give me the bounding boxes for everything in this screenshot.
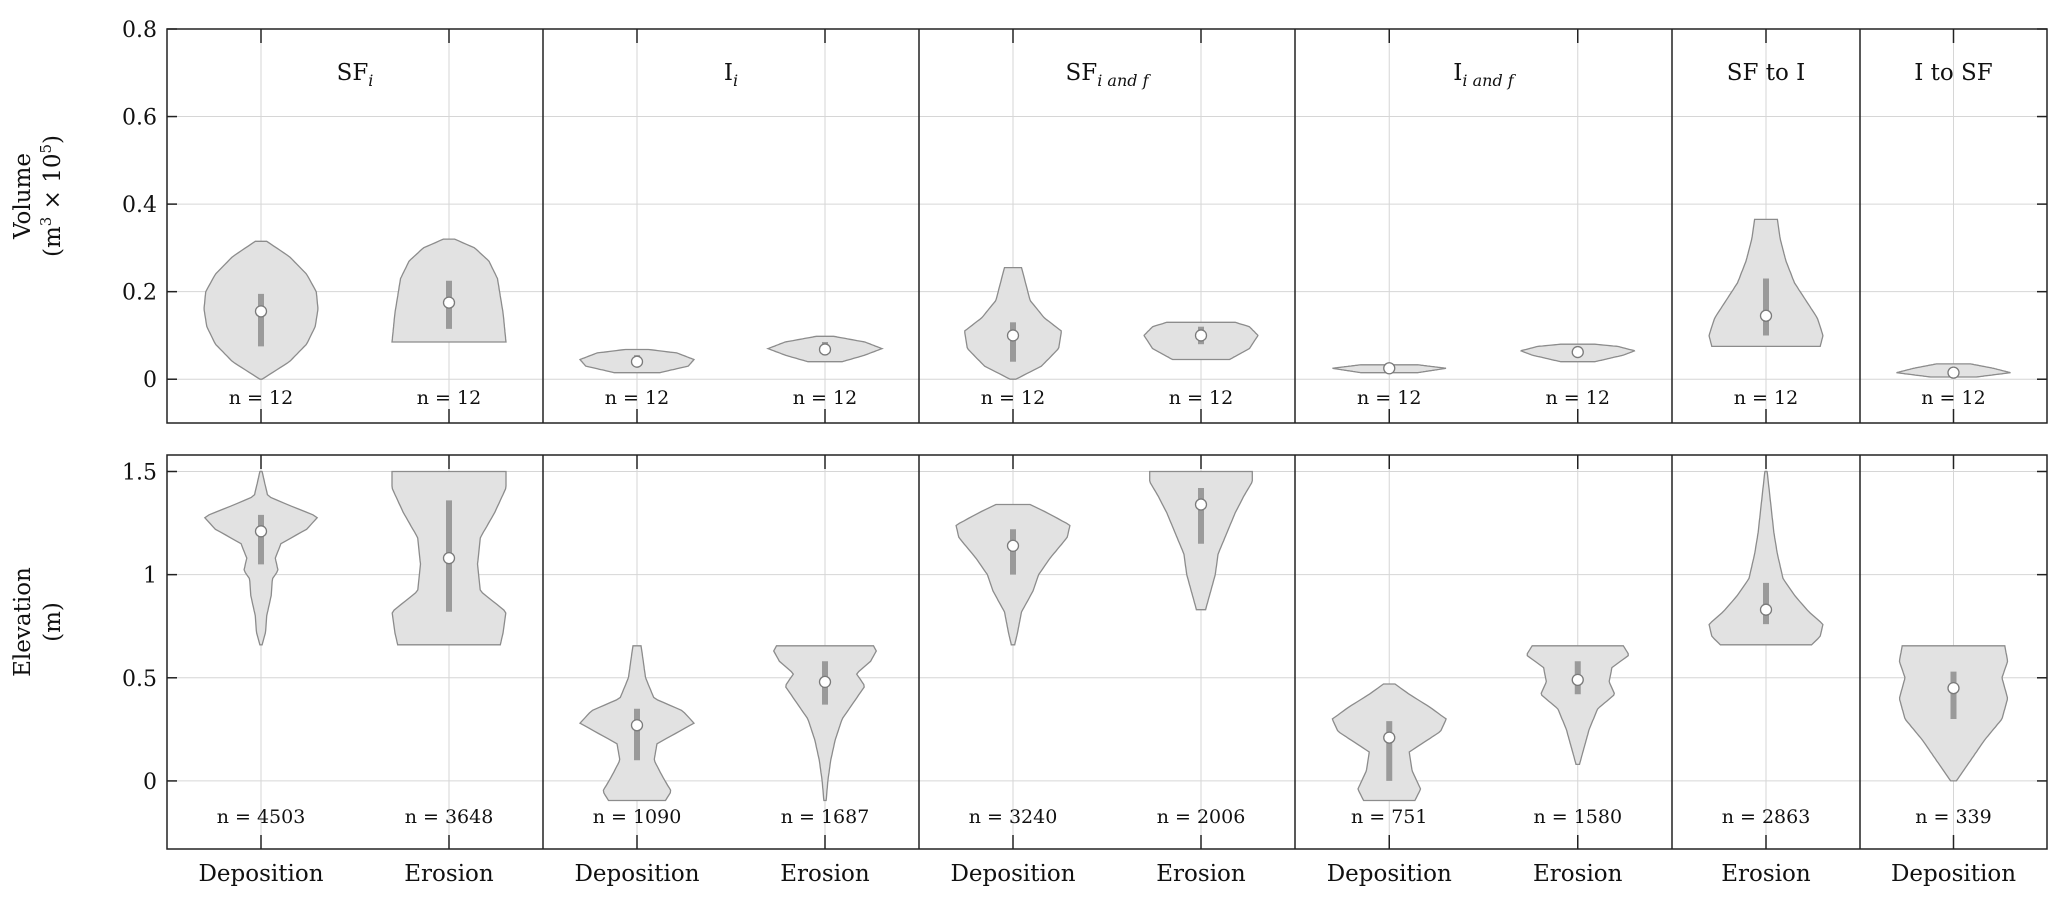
- y-axis-label-line1: Elevation: [10, 567, 36, 677]
- x-category-label: Deposition: [1891, 861, 2016, 887]
- violin-median-marker: [1571, 673, 1584, 686]
- violin-median-marker: [254, 525, 268, 538]
- panel-title-main: SF: [337, 60, 369, 86]
- sample-count-label: n = 12: [1357, 387, 1421, 409]
- violin-median-marker: [1571, 345, 1584, 359]
- x-category-label: Deposition: [950, 861, 1075, 887]
- y-tick-label: 0.4: [122, 193, 157, 218]
- sample-count-label: n = 12: [1734, 387, 1798, 409]
- sample-count-label: n = 12: [605, 387, 669, 409]
- violin-median-marker: [1759, 603, 1773, 616]
- sample-count-label: n = 2863: [1722, 806, 1811, 828]
- frame-layer: [166, 28, 2048, 850]
- sample-count-label: n = 12: [1546, 387, 1610, 409]
- panel-title: Ii and f: [1453, 60, 1516, 90]
- violin-median-marker: [1383, 362, 1396, 375]
- violin-body: [1708, 470, 1824, 646]
- x-category-label: Erosion: [780, 861, 870, 887]
- x-category-label: Erosion: [404, 861, 494, 887]
- grid-layer: [167, 28, 2047, 849]
- y-axis-label-line2: (m3 × 105): [37, 135, 66, 257]
- violin-median-marker: [1006, 539, 1020, 552]
- violin-median-marker: [1759, 309, 1773, 322]
- x-category-label: Erosion: [1721, 861, 1811, 887]
- y-axis-label-part: (m): [40, 602, 66, 642]
- violin-median-marker: [630, 355, 644, 368]
- x-category-label: Deposition: [1327, 861, 1452, 887]
- panel-title-subscript: i and f: [1097, 71, 1151, 90]
- violin-body: [955, 503, 1071, 646]
- y-axis-label-part: ): [40, 135, 66, 144]
- sample-count-label: n = 1580: [1533, 806, 1622, 828]
- y-tick-label: 0.5: [122, 667, 157, 692]
- violin-median-marker: [254, 305, 268, 318]
- violin-median-marker: [1383, 731, 1396, 744]
- panel-title-subscript: i: [733, 71, 738, 90]
- sample-count-label: n = 12: [229, 387, 293, 409]
- sample-count-label: n = 12: [981, 387, 1045, 409]
- sample-count-label: n = 3240: [969, 806, 1058, 828]
- panel-title-main: I: [1453, 60, 1462, 86]
- panel-title: I to SF: [1914, 60, 1993, 86]
- violin-median-marker: [1947, 366, 1960, 379]
- axes-frame: [166, 28, 2048, 424]
- panel-title: Ii: [724, 60, 738, 90]
- sample-count-label: n = 1687: [781, 806, 870, 828]
- sample-count-label: n = 339: [1915, 806, 1992, 828]
- sample-count-label: n = 3648: [405, 806, 494, 828]
- y-tick-label: 1: [143, 564, 157, 589]
- text-layer: 0 0.2 0.4 0.6 0.8 Volume(m3 × 105) n = 12 n = 1…: [10, 18, 2016, 887]
- sample-count-label: n = 12: [1169, 387, 1233, 409]
- sample-count-label: n = 12: [793, 387, 857, 409]
- sample-count-label: n = 12: [1921, 387, 1985, 409]
- violin-median-marker: [1194, 498, 1208, 511]
- sample-count-label: n = 751: [1351, 806, 1428, 828]
- y-axis-label-part: × 10: [40, 154, 66, 217]
- x-category-label: Erosion: [1533, 861, 1623, 887]
- y-tick-label: 1.5: [122, 461, 157, 486]
- violin-median-marker: [630, 719, 644, 732]
- y-tick-label: 0.2: [122, 281, 157, 306]
- x-category-label: Erosion: [1156, 861, 1246, 887]
- panel-title-main: I to SF: [1914, 60, 1993, 86]
- panel-title-subscript: i and f: [1462, 71, 1516, 90]
- y-axis-label-line1: Volume: [10, 153, 36, 240]
- violin-median-marker: [818, 343, 832, 356]
- y-tick-label: 0.8: [122, 18, 157, 43]
- x-category-label: Deposition: [198, 861, 323, 887]
- sample-count-label: n = 4503: [217, 806, 306, 828]
- violin-median-marker: [1947, 681, 1960, 695]
- violin-median-marker: [442, 296, 456, 309]
- panel-title-main: I: [724, 60, 733, 86]
- y-tick-label: 0: [143, 368, 157, 393]
- panel-title: SFi: [337, 60, 374, 90]
- violin-body: [772, 645, 878, 802]
- violin-body: [1526, 645, 1629, 766]
- panel-title-subscript: i: [368, 71, 373, 90]
- panel-title: SFi and f: [1065, 60, 1151, 90]
- y-axis-label-part: 5: [37, 144, 55, 154]
- y-tick-label: 0: [143, 770, 157, 795]
- violin-median-marker: [1006, 329, 1020, 342]
- sample-count-label: n = 2006: [1157, 806, 1246, 828]
- axes-frame: [166, 454, 2048, 850]
- y-tick-label: 0.6: [122, 106, 157, 131]
- y-axis-label-part: 3: [37, 217, 55, 227]
- panel-title-main: SF: [1065, 60, 1097, 86]
- violin-median-marker: [1194, 329, 1208, 342]
- x-category-label: Deposition: [574, 861, 699, 887]
- y-axis-label-line2: (m): [40, 602, 66, 642]
- violin-layer: [203, 218, 2011, 802]
- y-axis-label-part: (m: [40, 226, 66, 257]
- panel-title-main: SF to I: [1727, 60, 1806, 86]
- violin-median-marker: [442, 551, 456, 565]
- panel-title: SF to I: [1727, 60, 1806, 86]
- violin-median-marker: [818, 675, 832, 689]
- sample-count-label: n = 1090: [593, 806, 682, 828]
- sample-count-label: n = 12: [417, 387, 481, 409]
